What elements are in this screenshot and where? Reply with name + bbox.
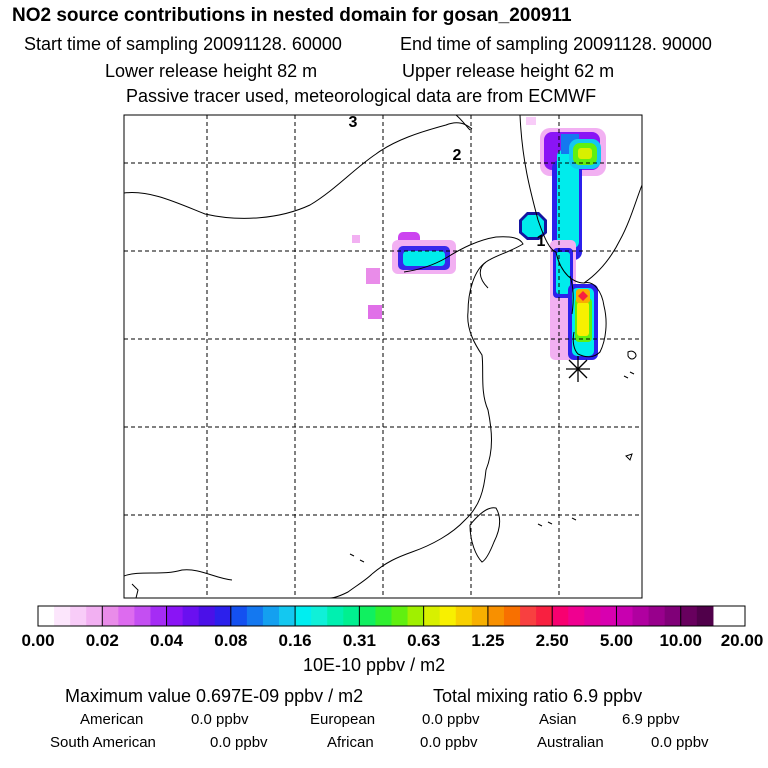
colorbar-cell (343, 606, 360, 626)
colorbar-cell (616, 606, 634, 626)
start-time: Start time of sampling 20091128. 60000 (24, 34, 342, 54)
total-mixing-ratio: Total mixing ratio 6.9 ppbv (433, 686, 643, 706)
colorbar-cell (214, 606, 232, 626)
colorbar-cell (536, 606, 553, 626)
source-asian-value: 6.9 ppbv (622, 711, 680, 728)
colorbar-cell (632, 606, 650, 626)
asterisk-icon (566, 356, 590, 382)
colorbar-cell (246, 606, 264, 626)
colorbar-tick-label: 0.31 (342, 631, 376, 650)
colorbar-cell (520, 606, 537, 626)
colorbar-tick-label: 0.63 (407, 631, 441, 650)
figure-title: NO2 source contributions in nested domai… (12, 5, 572, 26)
colorbar-tick-label: 1.25 (471, 631, 505, 650)
colorbar-tick-label: 20.00 (720, 631, 764, 650)
colorbar-cell (327, 606, 344, 626)
source-european-value: 0.0 ppbv (422, 711, 480, 728)
lower-release-height: Lower release height 82 m (105, 61, 318, 81)
colorbar-cell (423, 606, 441, 626)
colorbar-cell (70, 606, 87, 626)
colorbar-cell (439, 606, 457, 626)
source-american-name: American (80, 711, 144, 728)
colorbar-tick-label: 2.50 (535, 631, 569, 650)
colorbar-tick-label: 0.16 (278, 631, 312, 650)
colorbar-cell (471, 606, 489, 626)
colorbar-cell (134, 606, 152, 626)
colorbar-cell (680, 606, 698, 626)
colorbar-cell (664, 606, 682, 626)
colorbar-cell (455, 606, 473, 626)
colorbar-tick-label: 0.00 (21, 631, 55, 650)
source-south-american-name: South American (50, 734, 156, 751)
source-australian-name: Australian (537, 734, 604, 751)
colorbar-cell (182, 606, 200, 626)
colorbar-cell (487, 606, 505, 626)
day-label-2: 2 (453, 147, 462, 164)
colorbar-cell (503, 606, 521, 626)
colorbar-tick-label: 10.00 (659, 631, 702, 650)
colorbar-cell (391, 606, 409, 626)
coastlines (124, 115, 642, 598)
colorbar-cell (118, 606, 136, 626)
colorbar-cell (262, 606, 280, 626)
colorbar-cell (584, 606, 601, 626)
plume-korea (550, 240, 598, 360)
colorbar-cell (696, 606, 714, 626)
colorbar-cell (648, 606, 666, 626)
colorbar-cell (54, 606, 71, 626)
colorbar-cell (102, 606, 119, 626)
colorbar-cell (295, 606, 312, 626)
colorbar-cell (568, 606, 585, 626)
tracer-note: Passive tracer used, meteorological data… (126, 86, 597, 106)
source-african-name: African (327, 734, 374, 751)
colorbar-cell (407, 606, 425, 626)
source-south-american-value: 0.0 ppbv (210, 734, 268, 751)
maximum-value: Maximum value 0.697E-09 ppbv / m2 (65, 686, 364, 706)
plume-west (352, 232, 456, 319)
colorbar-cell (38, 606, 55, 626)
colorbar-cell (600, 606, 618, 626)
day-label-3: 3 (349, 114, 358, 131)
end-time: End time of sampling 20091128. 90000 (400, 34, 712, 54)
source-african-value: 0.0 ppbv (420, 734, 478, 751)
source-american-value: 0.0 ppbv (191, 711, 249, 728)
day-label-1: 1 (537, 233, 546, 250)
map-frame (123, 114, 643, 599)
source-european-name: European (310, 711, 376, 728)
colorbar-cell (230, 606, 248, 626)
colorbar-cell (198, 606, 216, 626)
colorbar-unit: 10E-10 ppbv / m2 (303, 655, 446, 675)
colorbar-cell (86, 606, 103, 626)
colorbar-tick-label: 0.08 (214, 631, 248, 650)
colorbar-cell (279, 606, 296, 626)
lat-lon-grid (124, 115, 642, 598)
colorbar-tick-label: 0.04 (149, 631, 184, 650)
upper-release-height: Upper release height 62 m (402, 61, 615, 81)
colorbar-cell (150, 606, 168, 626)
colorbar-cell (375, 606, 393, 626)
colorbar-cell (166, 606, 184, 626)
colorbar-cell (359, 606, 377, 626)
source-asian-name: Asian (539, 711, 577, 728)
colorbar-cell (311, 606, 328, 626)
source-australian-value: 0.0 ppbv (651, 734, 709, 751)
colorbar-tick-label: 0.02 (85, 631, 119, 650)
colorbar-tick-label: 5.00 (599, 631, 633, 650)
colorbar-cell (552, 606, 569, 626)
